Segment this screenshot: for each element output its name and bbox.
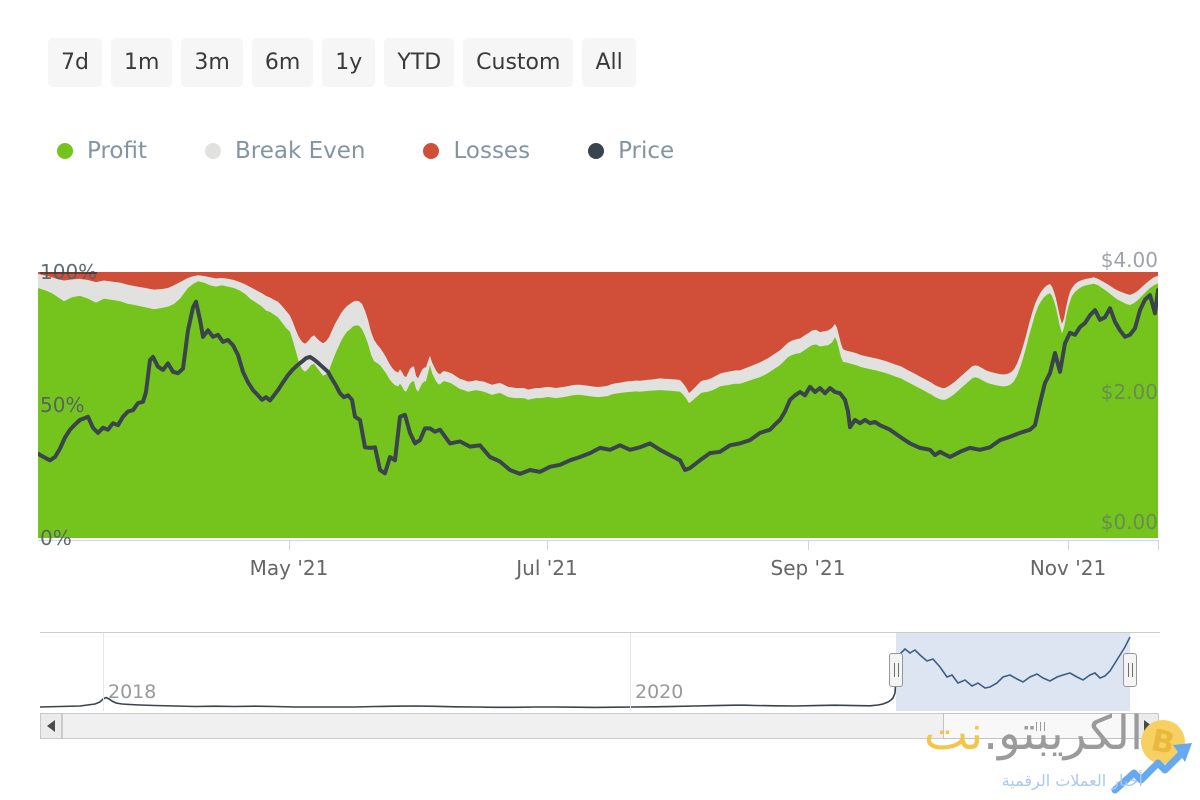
x-axis-label: Sep '21: [770, 556, 846, 580]
legend-dot-icon: [57, 143, 73, 159]
right-arrow-icon: [1144, 720, 1152, 732]
range-button-6m[interactable]: 6m: [251, 38, 314, 87]
range-button-ytd[interactable]: YTD: [384, 38, 455, 87]
legend-label: Break Even: [235, 138, 366, 164]
legend-item-profit[interactable]: Profit: [57, 138, 147, 164]
legend-dot-icon: [588, 143, 605, 159]
y-axis-label-0usd: $0.00: [1100, 510, 1158, 534]
x-axis-line: [38, 540, 1159, 541]
y-axis-label-0pct: 0%: [40, 526, 72, 550]
range-button-custom[interactable]: Custom: [463, 38, 574, 87]
legend-label: Profit: [87, 138, 147, 164]
main-chart-plot[interactable]: 100% 50% 0% $4.00 $2.00 $0.00: [38, 248, 1158, 550]
range-selector: 7d 1m 3m 6m 1y YTD Custom All: [48, 38, 636, 87]
y-axis-label-2usd: $2.00: [1100, 380, 1158, 404]
legend-dot-icon: [423, 143, 440, 159]
legend-label: Price: [618, 138, 675, 164]
navigator[interactable]: 2018 2020: [39, 632, 1160, 711]
range-button-all[interactable]: All: [582, 38, 636, 87]
legend-item-price[interactable]: Price: [588, 138, 674, 164]
legend: Profit Break Even Losses Price: [57, 138, 732, 164]
x-axis-tick: [1068, 541, 1069, 550]
range-button-1m[interactable]: 1m: [110, 38, 173, 87]
profit-area: [38, 281, 1158, 538]
x-axis-tick: [547, 541, 548, 550]
navigator-selection[interactable]: [896, 633, 1130, 711]
navigator-left-handle[interactable]: [889, 653, 903, 687]
legend-item-losses[interactable]: Losses: [423, 138, 530, 164]
y-axis-label-100pct: 100%: [40, 260, 98, 284]
navigator-year-label: 2018: [108, 681, 157, 703]
range-button-1y[interactable]: 1y: [322, 38, 376, 87]
navigator-right-handle[interactable]: [1123, 653, 1137, 687]
scrollbar-right-button[interactable]: [1137, 713, 1159, 739]
legend-dot-icon: [205, 143, 221, 159]
x-axis-tick: [1158, 541, 1159, 550]
navigator-price-line: [895, 636, 1131, 689]
x-axis-tick: [289, 541, 290, 550]
scrollbar-thumb[interactable]: [943, 713, 1137, 739]
navigator-year-label: 2020: [635, 681, 684, 703]
range-button-3m[interactable]: 3m: [181, 38, 243, 87]
left-arrow-icon: [47, 720, 55, 732]
x-axis-label: May '21: [249, 556, 329, 580]
watermark-subtitle: أخبار العملات الرقمية: [1001, 771, 1143, 790]
x-axis-label: Nov '21: [1029, 556, 1107, 580]
price-line: [38, 288, 1158, 476]
scrollbar-left-button[interactable]: [40, 713, 62, 739]
y-axis-label-4usd: $4.00: [1100, 248, 1158, 272]
navigator-year-gridline: [103, 633, 104, 711]
y-axis-label-50pct: 50%: [40, 393, 85, 417]
legend-label: Losses: [453, 138, 531, 164]
range-button-7d[interactable]: 7d: [48, 38, 102, 87]
navigator-series: [39, 633, 1131, 711]
x-axis-label: Jul '21: [516, 556, 578, 580]
legend-item-break-even[interactable]: Break Even: [205, 138, 365, 164]
x-axis-tick: [808, 541, 809, 550]
navigator-price-line: [39, 677, 897, 709]
navigator-year-gridline: [630, 633, 631, 711]
stacked-area-chart[interactable]: [38, 272, 1158, 538]
